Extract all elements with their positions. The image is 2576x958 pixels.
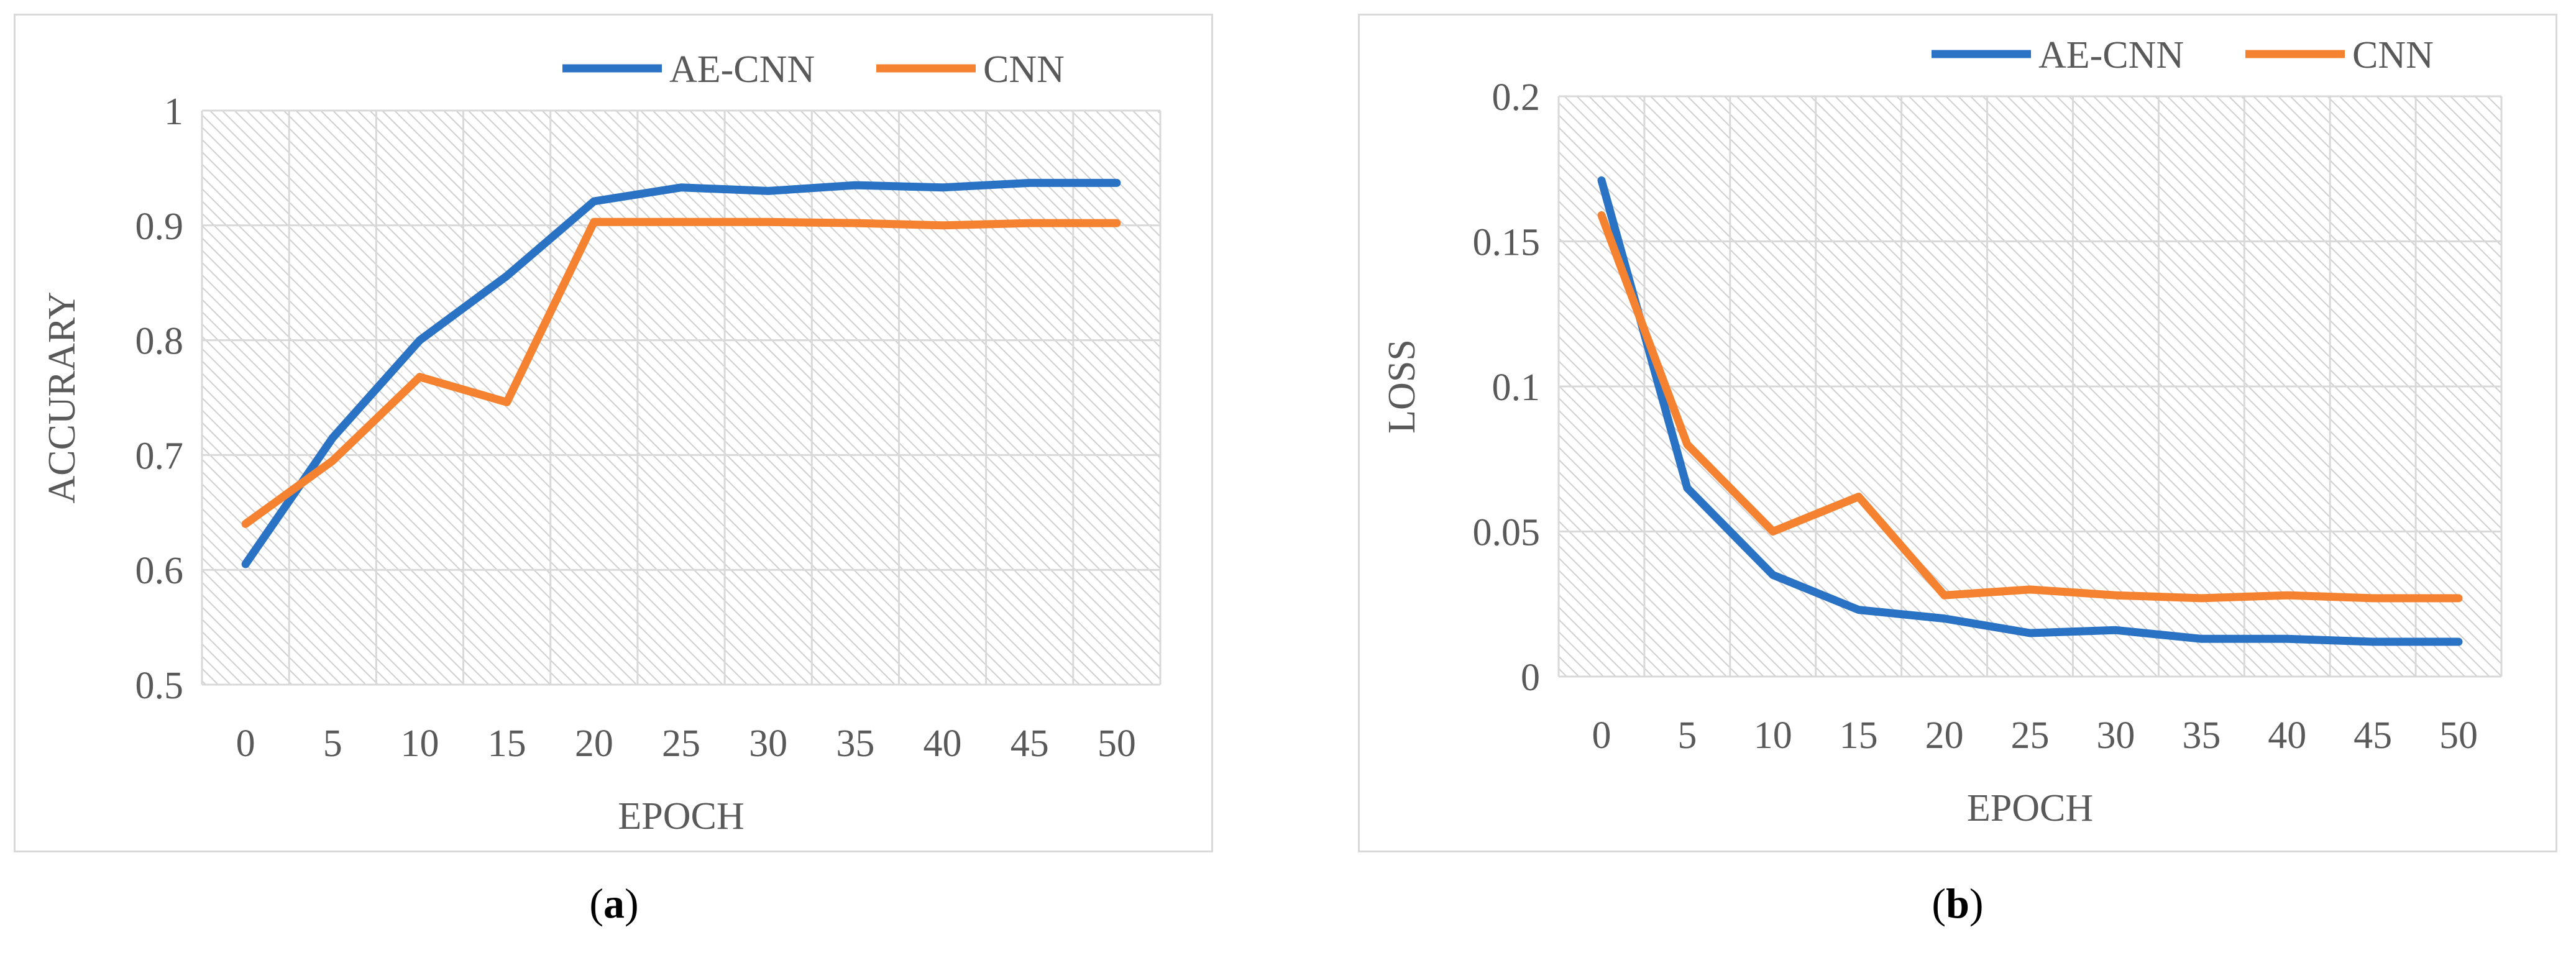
x-tick-label: 30 — [749, 723, 787, 765]
x-axis-label: EPOCH — [618, 795, 744, 837]
chart-panel-a: 0.5 0.6 0.7 0.8 0.9 1 0 5 10 15 20 25 30 35 40 45 50 EPOC… — [14, 14, 1213, 852]
legend-label: CNN — [983, 48, 1065, 91]
y-tick-label: 0.05 — [1473, 512, 1541, 554]
legend-item-ae-cnn: AE-CNN — [562, 48, 815, 91]
series-ae-cnn — [1597, 176, 2463, 646]
x-tick-label: 45 — [2354, 714, 2392, 757]
x-axis-label: EPOCH — [1967, 787, 2093, 829]
x-tick-label: 20 — [575, 723, 613, 765]
y-axis-label: ACCURARY — [41, 291, 83, 503]
x-tick-label: 10 — [400, 723, 439, 765]
series-cnn — [241, 217, 1121, 528]
x-tick-label: 0 — [236, 723, 255, 765]
y-tick-label: 1 — [164, 91, 183, 133]
x-tick-label: 40 — [2268, 714, 2306, 757]
x-tick-label: 50 — [2439, 714, 2478, 757]
x-tick-label: 50 — [1098, 723, 1136, 765]
x-tick-label: 45 — [1011, 723, 1049, 765]
caption-a-letter: a — [603, 880, 625, 927]
loss-chart: 0 0.05 0.1 0.15 0.2 0 5 10 15 20 25 30 35 40 45 50 EPOCH… — [1381, 34, 2503, 829]
y-tick-label: 0.15 — [1473, 222, 1541, 264]
x-tick-label: 30 — [2096, 714, 2135, 757]
x-tick-label: 40 — [924, 723, 962, 765]
x-tick-label: 35 — [836, 723, 874, 765]
accuracy-chart: 0.50.60.70.80.910 5 10 15 20 25 30 35 40 45 50EPOC… — [41, 48, 1162, 837]
caption-b-letter: b — [1946, 880, 1969, 927]
x-tick-label: 20 — [1925, 714, 1964, 757]
series-ae-cnn — [241, 178, 1121, 568]
y-tick-label: 0.8 — [135, 321, 184, 363]
y-axis-label: LOSS — [1381, 339, 1423, 434]
x-tick-label: 15 — [1840, 714, 1878, 757]
legend-item-cnn: CNN — [2245, 34, 2434, 76]
y-tick-label: 0.6 — [135, 550, 184, 592]
y-tick-label: 0 — [1521, 657, 1540, 699]
y-tick-label: 0.1 — [1492, 367, 1541, 409]
x-tick-label: 5 — [323, 723, 342, 765]
legend-label: AE-CNN — [669, 48, 815, 91]
x-tick-label: 25 — [2011, 714, 2050, 757]
y-tick-label: 0.2 — [1492, 76, 1541, 119]
legend-label: AE-CNN — [2038, 34, 2184, 76]
series-cnn — [1597, 211, 2463, 603]
caption-b: (b) — [1932, 880, 1984, 927]
y-tick-label: 0.9 — [135, 206, 184, 248]
x-tick-label: 35 — [2182, 714, 2221, 757]
x-tick-label: 0 — [1592, 714, 1611, 757]
legend-item-cnn: CNN — [876, 48, 1065, 91]
x-tick-label: 10 — [1754, 714, 1792, 757]
legend-label: CNN — [2352, 34, 2434, 76]
legend-item-ae-cnn: AE-CNN — [1932, 34, 2184, 76]
y-tick-label: 0.7 — [135, 435, 184, 477]
y-tick-label: 0.5 — [135, 665, 184, 707]
plot-area — [202, 111, 1160, 685]
x-tick-label: 5 — [1677, 714, 1697, 757]
caption-a: (a) — [589, 880, 639, 927]
x-tick-label: 15 — [488, 723, 526, 765]
chart-panel-b: 0 0.05 0.1 0.15 0.2 0 5 10 15 20 25 30 35 40 45 50 EPOCH… — [1358, 14, 2557, 852]
x-tick-label: 25 — [662, 723, 700, 765]
